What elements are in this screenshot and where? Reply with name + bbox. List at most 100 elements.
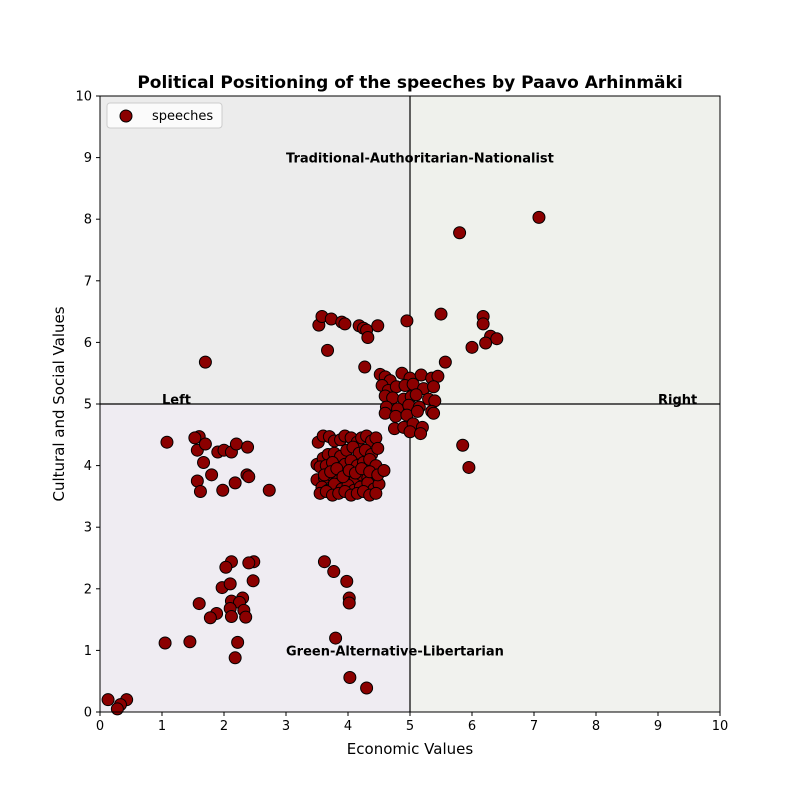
x-tick-label: 5: [406, 719, 414, 734]
data-point: [158, 636, 172, 650]
data-point: [188, 431, 202, 445]
chart-title: Political Positioning of the speeches by…: [137, 73, 682, 93]
data-point: [377, 464, 391, 478]
data-point: [262, 483, 276, 497]
data-point: [321, 343, 335, 357]
data-point: [369, 486, 383, 500]
y-tick-label: 9: [84, 151, 92, 166]
y-tick-label: 1: [84, 644, 92, 659]
y-tick-label: 3: [84, 521, 92, 536]
y-tick-label: 5: [84, 398, 92, 413]
data-point: [340, 574, 354, 588]
data-point: [490, 332, 504, 346]
data-point: [403, 425, 417, 439]
x-tick-label: 9: [654, 719, 662, 734]
data-point: [410, 404, 424, 418]
data-point: [369, 431, 383, 445]
data-point: [101, 693, 115, 707]
data-point: [371, 441, 385, 455]
data-point: [219, 560, 233, 574]
data-point: [241, 440, 255, 454]
y-tick-label: 7: [84, 274, 92, 289]
y-axis-ticks: 0 1 2 3 4 5 6 7 8 9 10: [75, 90, 100, 721]
data-point: [198, 355, 212, 369]
data-point: [438, 355, 452, 369]
data-point: [229, 437, 243, 451]
annotation-bottom: Green-Alternative-Libertarian: [286, 644, 504, 659]
data-point: [246, 574, 260, 588]
y-tick-label: 10: [75, 90, 92, 105]
x-axis-ticks: 0 1 2 3 4 5 6 7 8 9 10: [96, 712, 728, 734]
x-tick-label: 1: [158, 719, 166, 734]
data-point: [223, 577, 237, 591]
y-tick-label: 4: [84, 459, 92, 474]
x-tick-label: 6: [468, 719, 476, 734]
y-axis-label: Cultural and Social Values: [50, 306, 68, 501]
y-tick-label: 6: [84, 336, 92, 351]
data-point: [239, 610, 253, 624]
data-point: [427, 380, 441, 394]
data-point: [242, 556, 256, 570]
data-point: [224, 610, 238, 624]
data-point: [198, 437, 212, 451]
data-point: [453, 226, 467, 240]
x-tick-label: 7: [530, 719, 538, 734]
data-point: [242, 470, 256, 484]
data-point: [327, 565, 341, 579]
data-point: [371, 319, 385, 333]
y-tick-label: 0: [84, 706, 92, 721]
data-point: [462, 460, 476, 474]
data-point: [343, 671, 357, 685]
legend: speeches: [106, 102, 223, 129]
legend-label: speeches: [152, 109, 213, 124]
data-point: [389, 409, 403, 423]
data-point: [361, 330, 375, 344]
data-point: [427, 406, 441, 420]
data-point: [160, 435, 174, 449]
annotation-right: Right: [658, 393, 697, 408]
data-points: [101, 210, 546, 716]
data-point: [197, 456, 211, 470]
data-point: [358, 360, 372, 374]
data-point: [216, 483, 230, 497]
data-point: [338, 317, 352, 331]
data-point: [360, 681, 374, 695]
x-tick-label: 2: [220, 719, 228, 734]
annotation-top: Traditional-Authoritarian-Nationalist: [286, 152, 554, 167]
quadrant-top-right: [410, 96, 720, 404]
data-point: [476, 317, 490, 331]
quadrant-bottom-right: [410, 404, 720, 712]
data-point: [317, 555, 331, 569]
data-point: [231, 635, 245, 649]
x-axis-label: Economic Values: [347, 740, 474, 758]
data-point: [465, 340, 479, 354]
data-point: [193, 484, 207, 498]
x-tick-label: 3: [282, 719, 290, 734]
data-point: [400, 314, 414, 328]
data-point: [532, 210, 546, 224]
y-tick-label: 8: [84, 213, 92, 228]
data-point: [192, 597, 206, 611]
x-tick-label: 10: [712, 719, 729, 734]
x-tick-label: 8: [592, 719, 600, 734]
data-point: [205, 468, 219, 482]
legend-box: [106, 102, 223, 129]
x-tick-label: 0: [96, 719, 104, 734]
data-point: [110, 702, 124, 716]
data-point: [456, 438, 470, 452]
quadrant-top-left: [100, 96, 410, 404]
data-point: [409, 388, 423, 402]
data-point: [479, 336, 493, 350]
y-tick-label: 2: [84, 582, 92, 597]
data-point: [414, 427, 428, 441]
legend-marker: [119, 109, 133, 123]
data-point: [434, 307, 448, 321]
data-point: [203, 611, 217, 625]
data-point: [329, 631, 343, 645]
x-tick-label: 4: [344, 719, 352, 734]
data-point: [228, 651, 242, 665]
data-point: [183, 635, 197, 649]
data-point: [228, 476, 242, 490]
